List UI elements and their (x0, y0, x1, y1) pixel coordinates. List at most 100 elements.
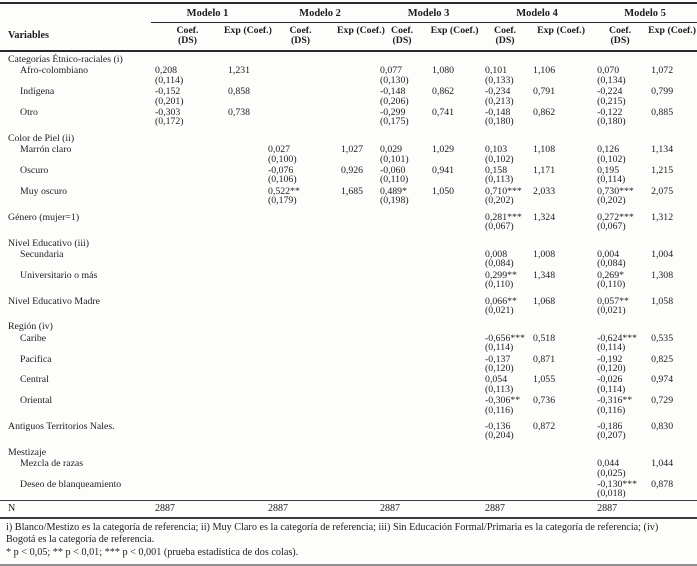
coef-header-line2: (DS) (495, 35, 515, 46)
section-row: Región (iv) (0, 316, 697, 332)
coef-value: -0,316** (597, 395, 633, 407)
exp-cell (224, 395, 264, 416)
coef-cell: -0,306** (0,116) (481, 395, 529, 416)
coef-value: -0,192 (597, 353, 623, 365)
coef-cell (376, 249, 428, 270)
coef-header: Coef. (DS) (264, 22, 338, 52)
exp-cell (224, 207, 264, 233)
exp-cell: 0,862 (529, 107, 593, 128)
exp-value: 0,871 (533, 353, 556, 365)
coef-value: -0,224 (597, 86, 623, 98)
coef-cell (593, 51, 647, 65)
coef-cell (264, 107, 337, 128)
exp-cell: 0,885 (647, 107, 697, 128)
sd-value: (0,213) (485, 95, 514, 107)
n-value: 2887 (151, 499, 224, 520)
model-2-header: Modelo 2 (264, 3, 377, 23)
section-row: Color de Piel (ii) (0, 128, 697, 144)
exp-cell (428, 270, 481, 291)
exp-cell (337, 107, 376, 128)
exp-cell: 0,535 (647, 333, 697, 354)
table-body: Categorías Étnico-raciales (i) Afro-colom… (0, 51, 697, 520)
coef-cell (151, 458, 224, 479)
coef-cell: -0,026 (0,114) (593, 374, 647, 395)
exp-value: 0,830 (651, 421, 674, 432)
exp-cell: 0,858 (224, 86, 264, 107)
exp-cell (224, 458, 264, 479)
exp-cell: 1,004 (647, 249, 697, 270)
coef-cell (376, 51, 428, 65)
coef-value: -0,148 (485, 107, 511, 119)
coef-cell (593, 128, 647, 144)
coef-cell (376, 270, 428, 291)
coef-cell: 0,272*** (0,067) (593, 207, 647, 233)
coef-cell (376, 128, 428, 144)
exp-cell (647, 233, 697, 249)
exp-cell (224, 291, 264, 317)
exp-cell: 0,926 (337, 165, 376, 186)
exp-cell (224, 128, 264, 144)
exp-value: 2,033 (533, 185, 556, 197)
sd-value: (0,179) (268, 195, 297, 207)
exp-cell: 1,108 (529, 144, 593, 165)
exp-cell: 0,518 (529, 333, 593, 354)
exp-header: Exp (Coef.) (337, 22, 385, 52)
sd-value: (0,202) (485, 195, 514, 207)
exp-cell (337, 65, 376, 86)
exp-cell (529, 51, 593, 65)
exp-cell: 1,308 (647, 270, 697, 291)
coef-cell (376, 395, 428, 416)
sd-value: (0,206) (380, 95, 409, 107)
row-label: Muy oscuro (20, 185, 68, 197)
n-value: 2887 (376, 499, 429, 520)
coef-cell (151, 165, 224, 186)
exp-value: 1,055 (533, 374, 556, 386)
exp-cell (337, 416, 376, 442)
coef-value: -0,148 (380, 86, 406, 98)
sd-value: (0,018) (597, 488, 626, 500)
coef-cell: -0,152 (0,201) (151, 86, 224, 107)
exp-cell (337, 249, 376, 270)
n-value: 2887 (264, 499, 338, 520)
exp-value: 1,108 (533, 144, 556, 156)
exp-cell (529, 233, 593, 249)
coef-cell (376, 354, 428, 375)
coef-value: -0,656*** (485, 332, 526, 344)
coef-cell: 0,066** (0,021) (481, 291, 529, 317)
exp-cell: 1,068 (529, 291, 593, 317)
exp-cell (224, 442, 264, 458)
coef-header: Coef. (DS) (376, 22, 429, 52)
exp-cell (428, 333, 481, 354)
coef-cell (151, 128, 224, 144)
coef-value: 0,710*** (485, 185, 522, 197)
table-row: Afro-colombiano 0,208 (0,114) 1,231 0,077 (0,… (0, 65, 697, 86)
coef-value: -0,186 (597, 421, 623, 432)
table-row: Marrón claro 0,027 (0,100) 1,027 0,029 (0,101… (0, 144, 697, 165)
sd-value: (0,180) (485, 116, 514, 128)
coef-cell (376, 458, 428, 479)
coef-cell (481, 479, 529, 500)
exp-value: 0,738 (228, 107, 251, 119)
exp-header: Exp (Coef.) (647, 22, 697, 52)
coef-cell (151, 395, 224, 416)
coef-value: 0,070 (597, 65, 620, 77)
exp-cell (224, 270, 264, 291)
exp-cell (647, 51, 697, 65)
variables-header: Variables (0, 22, 151, 52)
exp-cell (224, 144, 264, 165)
row-label: Pacifica (20, 353, 52, 365)
sd-value: (0,114) (597, 383, 626, 395)
exp-cell: 0,741 (428, 107, 481, 128)
coef-cell (264, 395, 337, 416)
exp-value: 0,535 (651, 332, 674, 344)
exp-cell: 1,231 (224, 65, 264, 86)
footnote-references: i) Blanco/Mestizo es la categoría de ref… (6, 522, 659, 546)
sd-value: (0,134) (597, 74, 626, 86)
row-label: Central (20, 374, 49, 386)
coef-cell (593, 233, 647, 249)
sd-value: (0,084) (485, 258, 514, 270)
row-label: Mestizaje (8, 446, 47, 458)
exp-value: 0,862 (432, 86, 455, 98)
coef-cell: -0,130*** (0,018) (593, 479, 647, 500)
row-label: Género (mujer=1) (8, 211, 80, 223)
